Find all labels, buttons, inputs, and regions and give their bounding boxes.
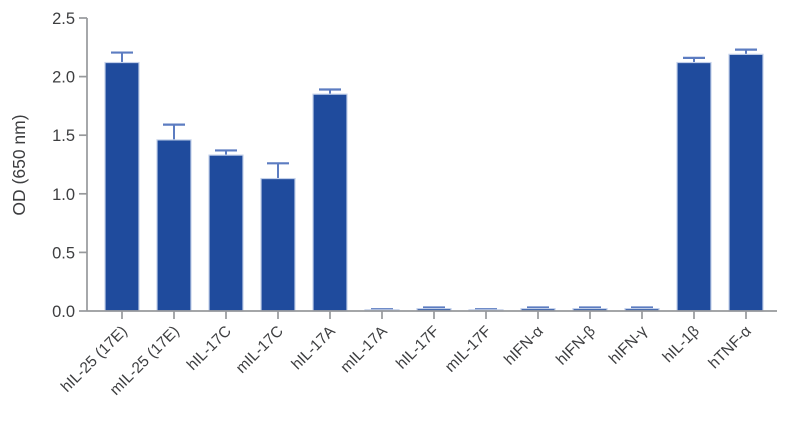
x-tick-label: hIL-17F [393, 323, 443, 373]
y-tick-label: 2.5 [52, 10, 75, 28]
bars-layer [104, 53, 764, 312]
x-tick-label: hIL-17A [288, 322, 339, 373]
x-tick-label: hIL-17C [184, 323, 235, 374]
bar-hIL-17A [312, 93, 348, 312]
y-axis-label: OD (650 nm) [9, 114, 29, 215]
y-tick-label: 2.0 [52, 69, 75, 87]
x-tick-label: mIL-17F [442, 323, 495, 376]
x-tick-label: hIFN-β [553, 323, 599, 369]
x-tick-label: hIL-1β [660, 323, 703, 366]
bar-hTNF-α [728, 53, 764, 312]
bar-mIL-25 (17E) [156, 139, 192, 312]
bar-hIL-1β [676, 61, 712, 312]
bar-mIL-17C [260, 177, 296, 312]
bar-hIL-17C [208, 154, 244, 312]
x-tick-label: hIFN-γ [606, 323, 651, 368]
y-tick-label: 0.0 [52, 303, 75, 321]
y-tick-label: 1.5 [52, 127, 75, 145]
x-tick-label: hTNF-α [705, 323, 754, 372]
x-tick-label: mIL-17C [233, 323, 287, 377]
x-tick-label: mIL-17A [337, 322, 391, 376]
bar-hIL-25 (17E) [104, 61, 140, 312]
y-tick-label: 0.5 [52, 244, 75, 262]
error-bars-layer [111, 48, 757, 312]
y-tick-label: 1.0 [52, 186, 75, 204]
x-tick-label: hIFN-α [501, 323, 547, 369]
